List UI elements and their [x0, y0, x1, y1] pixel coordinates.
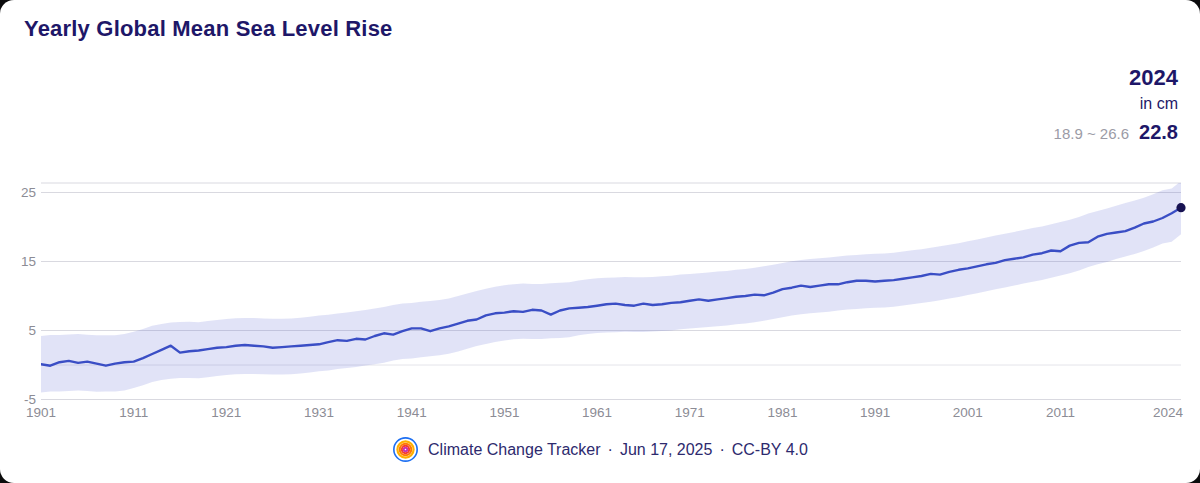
x-axis-tick-label: 1911 — [119, 405, 148, 420]
x-axis-tick-label: 1901 — [26, 405, 56, 420]
attribution-license: CC-BY 4.0 — [732, 441, 808, 459]
attribution-separator: · — [608, 441, 613, 459]
latest-point-marker — [1176, 203, 1185, 212]
attribution-bar: Climate Change Tracker · Jun 17, 2025 · … — [0, 436, 1200, 463]
x-axis-tick-label: 1921 — [211, 405, 241, 420]
attribution-date: Jun 17, 2025 — [620, 441, 713, 459]
y-axis-tick-label: 15 — [21, 254, 36, 269]
x-axis-tick-label: 1941 — [397, 405, 427, 420]
attribution-separator: · — [719, 441, 724, 459]
y-axis-tick-label: 5 — [28, 323, 36, 338]
x-axis-tick-label: 1951 — [489, 405, 519, 420]
sea-level-line-chart[interactable]: 25155-5190119111921193119411951196119711… — [0, 0, 1200, 483]
attribution-brand: Climate Change Tracker — [428, 441, 601, 459]
x-axis-tick-label: 1971 — [675, 405, 705, 420]
x-axis-tick-label: 1981 — [767, 405, 797, 420]
climate-change-tracker-logo-icon — [392, 436, 419, 463]
x-axis-tick-label: 1961 — [582, 405, 612, 420]
x-axis-tick-label: 2001 — [953, 405, 983, 420]
uncertainty-band — [41, 181, 1181, 393]
x-axis-tick-label: 1991 — [860, 405, 890, 420]
chart-card: Yearly Global Mean Sea Level Rise 2024 i… — [0, 0, 1200, 483]
x-axis-tick-label: 2024 — [1153, 405, 1184, 420]
x-axis-tick-label: 2011 — [1046, 405, 1075, 420]
y-axis-tick-label: 25 — [21, 185, 36, 200]
x-axis-tick-label: 1931 — [304, 405, 334, 420]
attribution-text: Climate Change Tracker · Jun 17, 2025 · … — [428, 441, 808, 459]
